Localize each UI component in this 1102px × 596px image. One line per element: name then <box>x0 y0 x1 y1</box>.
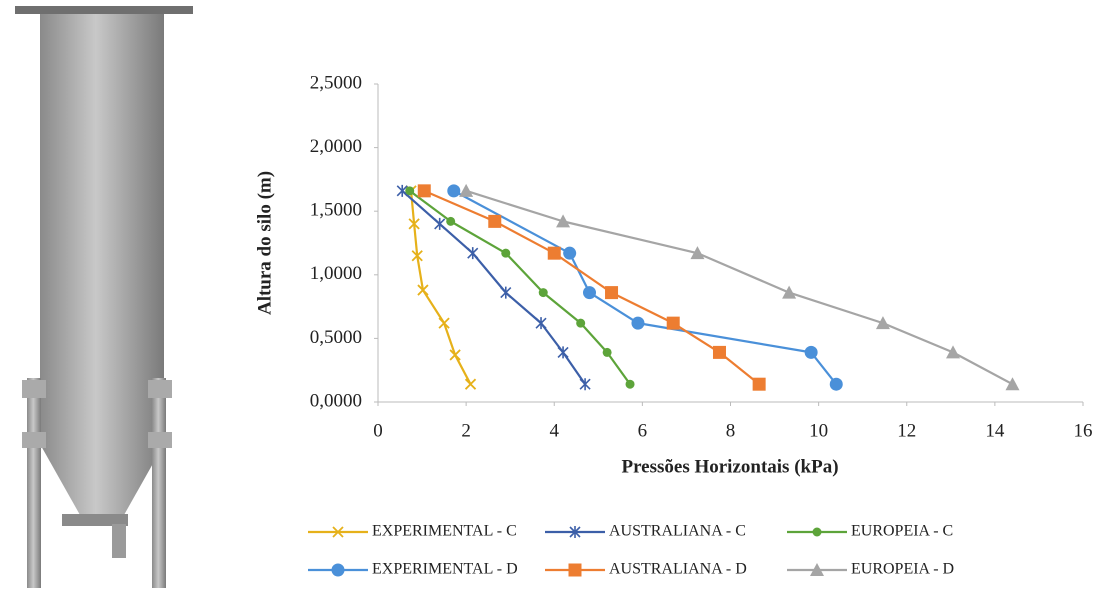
x-tick-label: 8 <box>726 420 736 441</box>
x-tick-label: 16 <box>1074 420 1093 441</box>
marker <box>753 378 766 391</box>
marker <box>805 346 818 359</box>
x-axis-title: Pressões Horizontais (kPa) <box>621 456 838 477</box>
marker <box>435 218 445 230</box>
silo-drawing <box>15 6 193 588</box>
y-tick-label: 2,5000 <box>310 72 362 93</box>
legend-label: AUSTRALIANA - D <box>609 561 747 578</box>
marker <box>667 317 680 330</box>
marker <box>439 318 449 328</box>
x-tick-label: 6 <box>638 420 648 441</box>
marker <box>830 378 843 391</box>
y-tick-label: 1,0000 <box>310 263 362 284</box>
marker <box>536 317 546 329</box>
y-tick-label: 0,0000 <box>310 390 362 411</box>
marker <box>450 350 460 360</box>
series-line <box>466 191 1012 384</box>
marker <box>569 564 582 577</box>
marker <box>459 184 473 197</box>
marker <box>488 215 501 228</box>
marker <box>405 186 414 195</box>
marker <box>713 346 726 359</box>
legend-label: AUSTRALIANA - C <box>609 523 746 540</box>
marker <box>580 378 590 390</box>
marker <box>603 348 612 357</box>
marker <box>946 345 960 358</box>
x-tick-label: 0 <box>373 420 383 441</box>
marker <box>813 528 822 537</box>
marker <box>558 346 568 358</box>
marker <box>605 286 618 299</box>
marker <box>626 380 635 389</box>
marker <box>548 247 561 260</box>
y-tick-label: 2,0000 <box>310 136 362 157</box>
marker <box>468 247 478 259</box>
legend-label: EUROPEIA - C <box>851 523 953 540</box>
marker <box>466 379 476 389</box>
x-tick-label: 2 <box>461 420 471 441</box>
legend-label: EUROPEIA - D <box>851 561 954 578</box>
y-tick-label: 0,5000 <box>310 327 362 348</box>
marker <box>332 564 345 577</box>
figure: Pressões Horizontais (kPa) Altura do sil… <box>0 0 1102 591</box>
legend-label: EXPERIMENTAL - D <box>372 561 518 578</box>
marker <box>447 184 460 197</box>
marker <box>446 217 455 226</box>
x-tick-label: 10 <box>809 420 828 441</box>
marker <box>418 184 431 197</box>
marker <box>501 287 511 299</box>
x-tick-label: 4 <box>550 420 560 441</box>
x-tick-label: 12 <box>897 420 916 441</box>
marker <box>563 247 576 260</box>
marker <box>782 286 796 299</box>
y-tick-label: 1,5000 <box>310 200 362 221</box>
marker <box>501 249 510 258</box>
legend-label: EXPERIMENTAL - C <box>372 523 517 540</box>
marker <box>1006 377 1020 390</box>
x-tick-label: 14 <box>985 420 1005 441</box>
marker <box>583 286 596 299</box>
marker <box>576 319 585 328</box>
marker <box>631 317 644 330</box>
y-axis-title: Altura do silo (m) <box>254 171 275 315</box>
marker <box>539 288 548 297</box>
